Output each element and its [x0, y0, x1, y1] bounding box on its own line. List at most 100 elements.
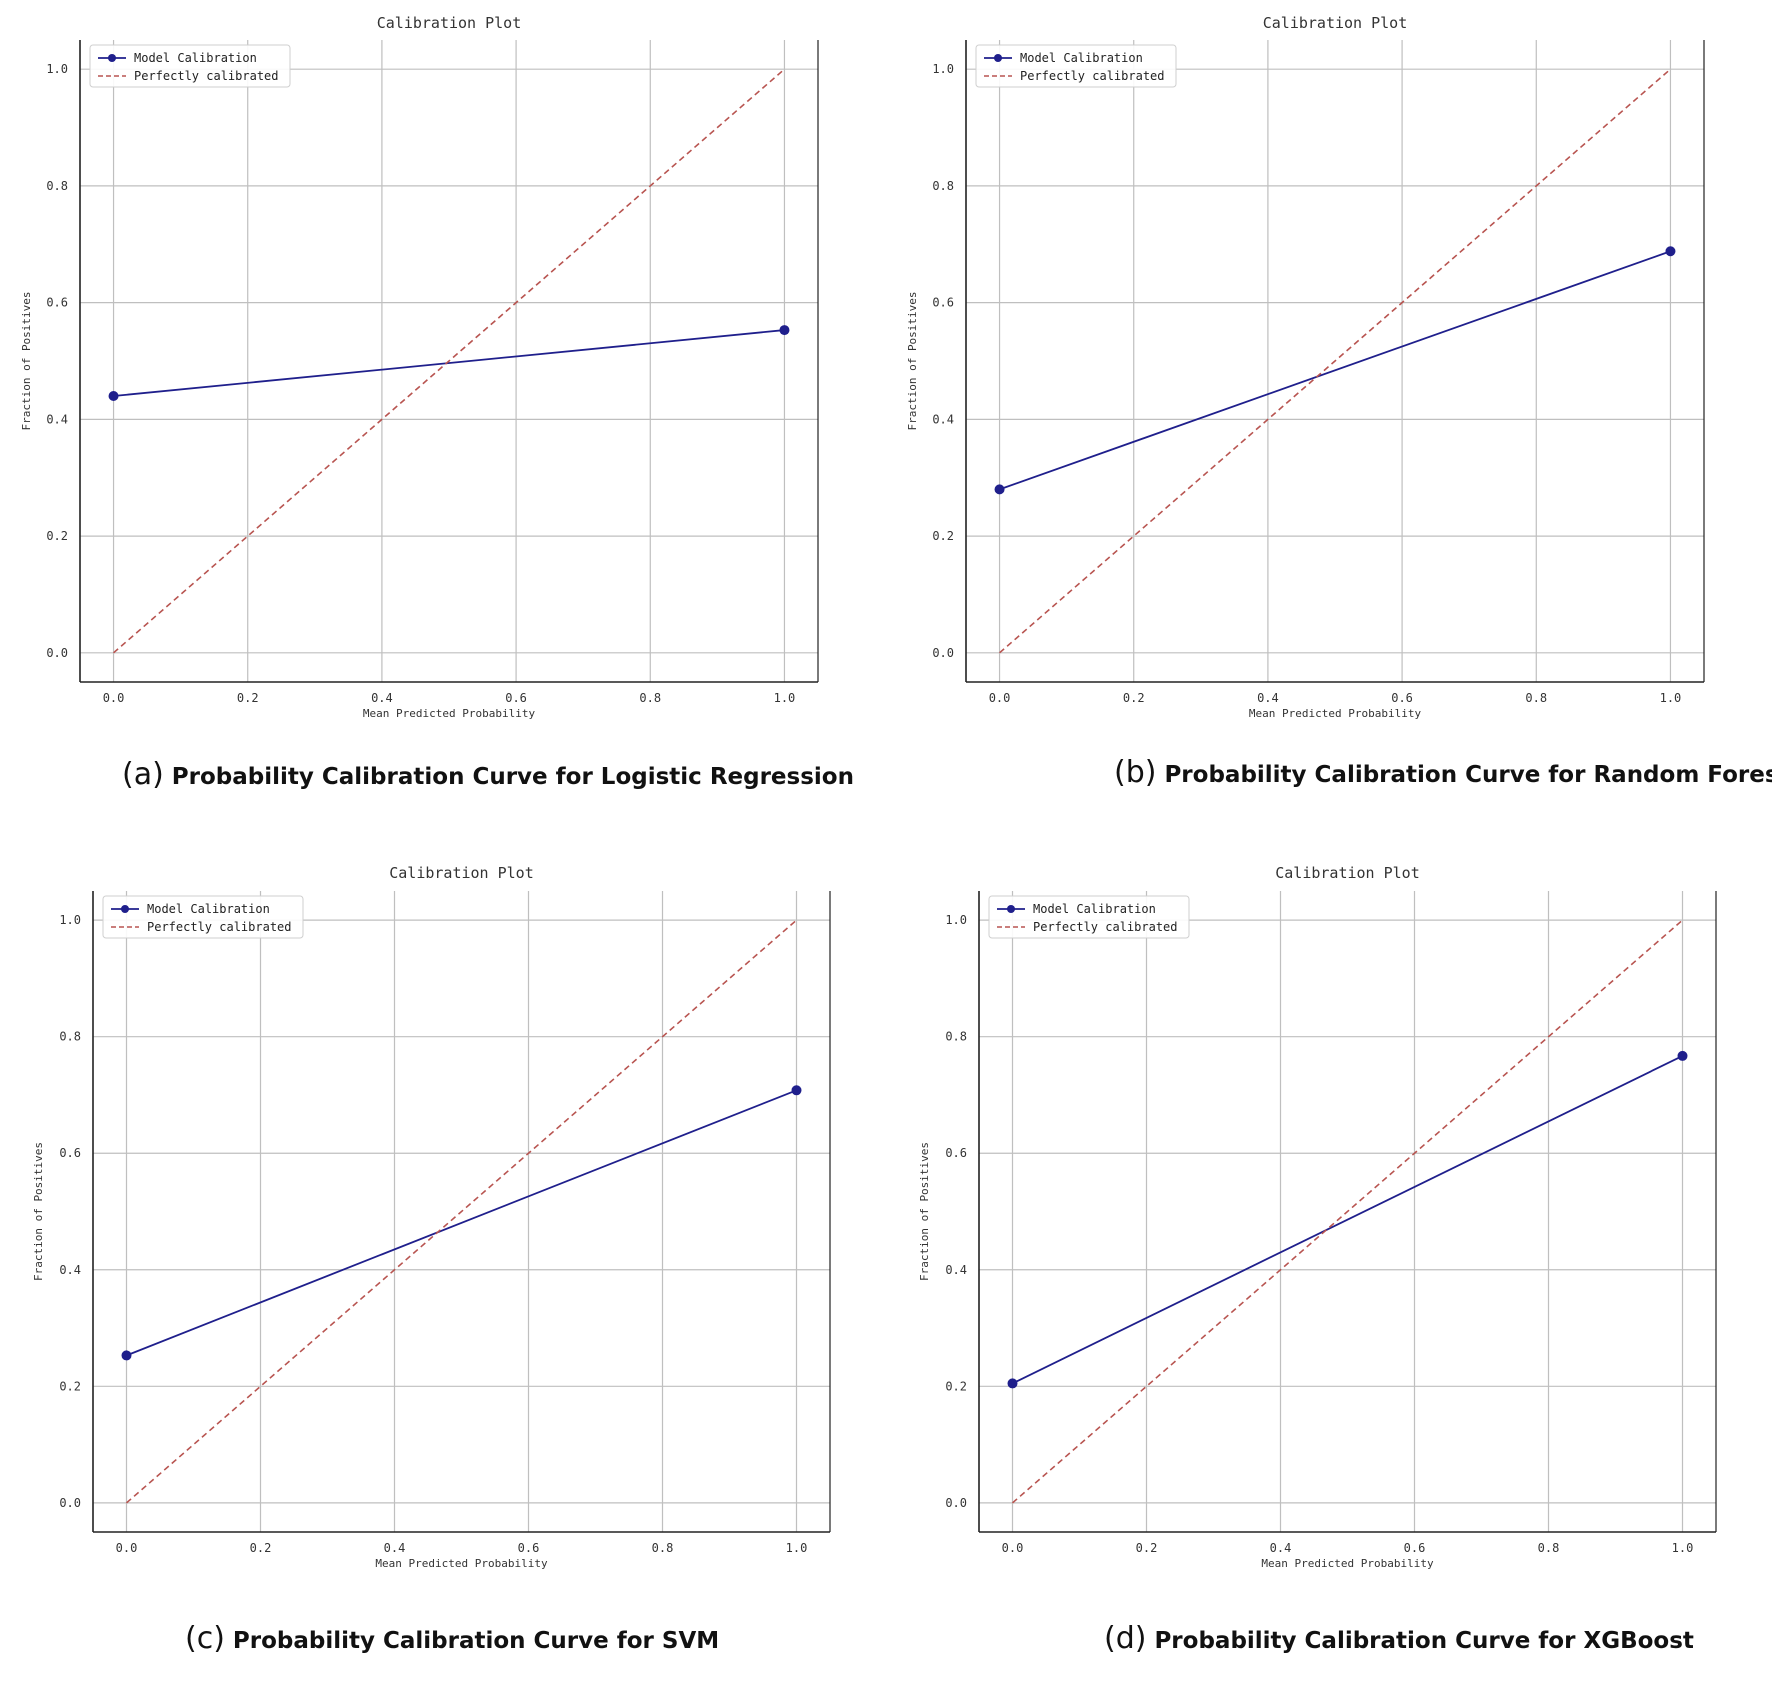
x-tick-label: 0.2: [250, 1541, 272, 1555]
y-axis-label: Fraction of Positives: [906, 291, 919, 430]
legend-swatch-marker: [994, 54, 1002, 62]
caption-text: Probability Calibration Curve for Random…: [1164, 762, 1772, 788]
chart-title: Calibration Plot: [377, 14, 522, 32]
caption-a: (a) Probability Calibration Curve for Log…: [122, 757, 854, 792]
x-tick-label: 0.2: [237, 691, 259, 705]
legend-label: Model Calibration: [1020, 51, 1143, 65]
caption-d: (d) Probability Calibration Curve for XGB…: [1104, 1621, 1694, 1656]
calibration-panel-d: 0.0 0.2 0.4 0.6 0.8 1.0 0.0 0.2 0.4 0.6 0.8 1.0 Cali…: [886, 846, 1772, 1692]
y-tick-label: 1.0: [932, 62, 954, 76]
y-axis-label: Fraction of Positives: [918, 1142, 931, 1281]
y-tick-label: 0.6: [932, 296, 954, 310]
legend-label: Perfectly calibrated: [1020, 69, 1165, 83]
x-tick-label: 1.0: [1672, 1541, 1694, 1555]
legend-label: Model Calibration: [1033, 902, 1156, 916]
y-tick-label: 0.8: [932, 179, 954, 193]
legend-label: Perfectly calibrated: [1033, 920, 1178, 934]
legend-box: [975, 44, 1177, 88]
perfectly-calibrated-line: [999, 68, 1671, 654]
model-calibration-point: [1677, 1050, 1688, 1061]
x-tick-label: 0.0: [989, 691, 1011, 705]
y-tick-label: 1.0: [59, 913, 81, 927]
model-calibration-line: [126, 1089, 797, 1357]
x-axis-label: Mean Predicted Probability: [1261, 1557, 1434, 1570]
x-tick-label: 0.6: [1404, 1541, 1426, 1555]
calibration-chart-a: 0.0 0.2 0.4 0.6 0.8 1.0 0.0 0.2 0.4 0.6 0.8 1.0 Cali…: [20, 14, 819, 720]
model-calibration-line: [999, 250, 1671, 491]
x-tick-label: 0.0: [1002, 1541, 1024, 1555]
caption-text: Probability Calibration Curve for XGBoos…: [1154, 1628, 1694, 1654]
model-calibration-point: [121, 1350, 132, 1361]
y-tick-label: 0.4: [59, 1263, 81, 1277]
caption-b: (b) Probability Calibration Curve for Ran…: [1114, 755, 1772, 790]
x-axis-label: Mean Predicted Probability: [363, 707, 536, 720]
caption-text: Probability Calibration Curve for Logist…: [171, 764, 854, 790]
calibration-chart-c: 0.0 0.2 0.4 0.6 0.8 1.0 0.0 0.2 0.4 0.6 0.8 1.0 Cali…: [32, 864, 831, 1570]
y-tick-label: 0.8: [59, 1030, 81, 1044]
y-tick-label: 0.6: [945, 1146, 967, 1160]
model-calibration-point: [791, 1085, 802, 1096]
x-tick-label: 1.0: [1660, 691, 1682, 705]
legend-box: [89, 44, 291, 88]
y-tick-label: 0.0: [932, 646, 954, 660]
y-tick-label: 0.8: [46, 179, 68, 193]
caption-letter: (d): [1104, 1621, 1147, 1656]
x-tick-label: 0.4: [384, 1541, 406, 1555]
y-tick-label: 0.6: [46, 296, 68, 310]
legend-box: [988, 895, 1190, 939]
legend-label: Model Calibration: [147, 902, 270, 916]
calibration-chart-d: 0.0 0.2 0.4 0.6 0.8 1.0 0.0 0.2 0.4 0.6 0.8 1.0 Cali…: [918, 864, 1717, 1570]
model-calibration-line: [1012, 1055, 1683, 1385]
x-tick-label: 0.8: [1525, 691, 1547, 705]
caption-letter: (c): [185, 1621, 225, 1656]
x-tick-label: 0.2: [1136, 1541, 1158, 1555]
y-tick-label: 0.0: [945, 1496, 967, 1510]
x-tick-label: 0.4: [371, 691, 393, 705]
y-tick-label: 0.6: [59, 1146, 81, 1160]
x-tick-label: 0.8: [639, 691, 661, 705]
calibration-chart-b: 0.0 0.2 0.4 0.6 0.8 1.0 0.0 0.2 0.4 0.6 0.8 1.0 Cali…: [906, 14, 1705, 720]
y-tick-label: 0.0: [46, 646, 68, 660]
x-tick-label: 0.0: [116, 1541, 138, 1555]
model-calibration-point: [1007, 1378, 1018, 1389]
perfectly-calibrated-line: [113, 68, 785, 654]
y-tick-label: 0.0: [59, 1496, 81, 1510]
legend-box: [102, 895, 304, 939]
model-calibration-point: [994, 484, 1005, 495]
x-tick-label: 1.0: [786, 1541, 808, 1555]
y-tick-label: 0.2: [59, 1379, 81, 1393]
y-axis-label: Fraction of Positives: [20, 291, 33, 430]
y-tick-label: 0.4: [945, 1263, 967, 1277]
perfectly-calibrated-line: [1011, 919, 1684, 1504]
y-tick-label: 1.0: [945, 913, 967, 927]
model-calibration-point: [108, 391, 119, 402]
legend-swatch-marker: [121, 905, 129, 913]
calibration-panel-b: 0.0 0.2 0.4 0.6 0.8 1.0 0.0 0.2 0.4 0.6 0.8 1.0 Cali…: [886, 0, 1772, 846]
legend-swatch-marker: [1007, 905, 1015, 913]
x-tick-label: 0.8: [652, 1541, 674, 1555]
legend-label: Perfectly calibrated: [134, 69, 279, 83]
caption-c: (c) Probability Calibration Curve for SVM: [185, 1621, 719, 1656]
y-tick-label: 0.4: [932, 412, 954, 426]
legend-swatch-marker: [108, 54, 116, 62]
x-tick-label: 0.6: [1391, 691, 1413, 705]
x-tick-label: 0.4: [1257, 691, 1279, 705]
y-tick-label: 0.2: [46, 529, 68, 543]
x-tick-label: 0.0: [103, 691, 125, 705]
legend-label: Perfectly calibrated: [147, 920, 292, 934]
x-tick-label: 0.6: [518, 1541, 540, 1555]
chart-title: Calibration Plot: [389, 864, 534, 882]
x-tick-label: 0.8: [1538, 1541, 1560, 1555]
x-tick-label: 0.6: [505, 691, 527, 705]
caption-letter: (a): [122, 757, 164, 792]
y-tick-label: 0.4: [46, 412, 68, 426]
y-tick-label: 0.2: [945, 1379, 967, 1393]
model-calibration-line: [113, 329, 785, 397]
y-tick-label: 0.2: [932, 529, 954, 543]
x-axis-label: Mean Predicted Probability: [1249, 707, 1422, 720]
legend-label: Model Calibration: [134, 51, 257, 65]
x-axis-label: Mean Predicted Probability: [375, 1557, 548, 1570]
model-calibration-point: [1665, 246, 1676, 257]
x-tick-label: 1.0: [774, 691, 796, 705]
x-tick-label: 0.4: [1270, 1541, 1292, 1555]
